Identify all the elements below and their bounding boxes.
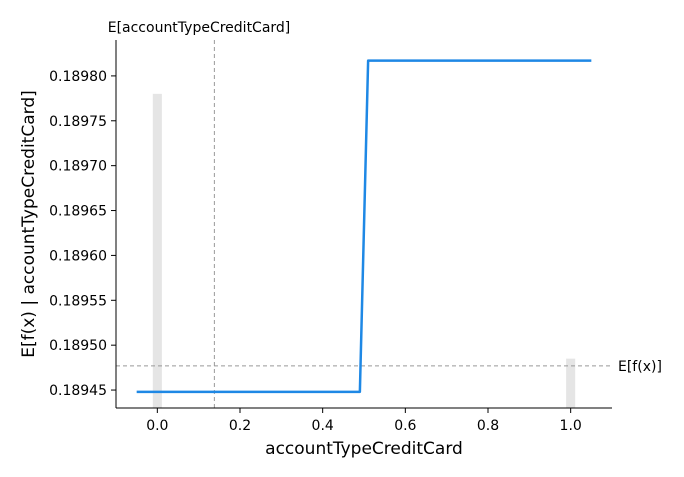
- y-tick-label: 0.18945: [49, 383, 107, 399]
- y-tick-label: 0.18965: [49, 204, 107, 220]
- expected-value-label: E[f(x)]: [618, 359, 662, 375]
- y-axis-ticks: 0.18945 0.18950 0.18955 0.18960 0.18965 0.189…: [49, 69, 116, 399]
- histogram-bar-1: [566, 358, 576, 408]
- y-tick-label: 0.18960: [49, 248, 107, 264]
- x-tick-label: 0.4: [312, 418, 334, 434]
- x-tick-label: 0.2: [229, 418, 251, 434]
- y-tick-label: 0.18950: [49, 338, 107, 354]
- feature-mean-label: E[accountTypeCreditCard]: [108, 20, 291, 36]
- y-tick-label: 0.18980: [49, 69, 107, 85]
- y-tick-label: 0.18975: [49, 114, 107, 130]
- y-axis-label: E[f(x) | accountTypeCreditCard]: [19, 90, 39, 358]
- x-axis-ticks: 0.0 0.2 0.4 0.6 0.8 1.0: [146, 408, 582, 434]
- y-tick-label: 0.18970: [49, 159, 107, 175]
- x-tick-label: 1.0: [560, 418, 582, 434]
- histogram-bars: [152, 93, 576, 408]
- x-axis-label: accountTypeCreditCard: [265, 439, 463, 459]
- x-tick-label: 0.0: [146, 418, 168, 434]
- x-tick-label: 0.8: [477, 418, 499, 434]
- histogram-bar-0: [152, 93, 162, 408]
- series-lines: [136, 59, 592, 394]
- x-tick-label: 0.6: [394, 418, 416, 434]
- y-tick-label: 0.18955: [49, 293, 107, 309]
- series-line-0: [136, 59, 592, 394]
